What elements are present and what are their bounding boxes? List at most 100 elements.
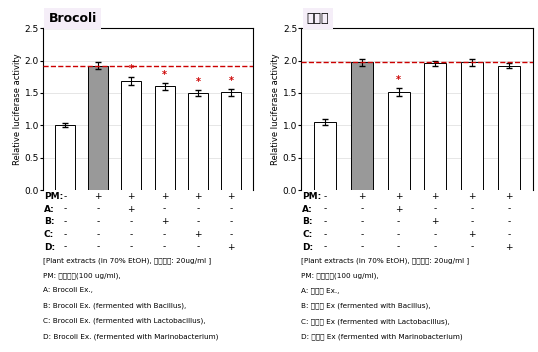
Text: -: - (360, 230, 364, 239)
Text: *: * (195, 77, 201, 87)
Text: +: + (128, 192, 135, 201)
Text: -: - (63, 205, 66, 214)
Text: C: 콜라비 Ex (fermented with Lactobacillus),: C: 콜라비 Ex (fermented with Lactobacillus)… (301, 318, 450, 325)
Text: +: + (194, 192, 202, 201)
Text: Brocoli: Brocoli (48, 12, 97, 25)
Y-axis label: Relative luciferase activity: Relative luciferase activity (13, 53, 22, 165)
Text: 콜라비: 콜라비 (307, 12, 329, 25)
Text: -: - (230, 217, 233, 226)
Text: A: 콜라비 Ex.,: A: 콜라비 Ex., (301, 288, 339, 294)
Bar (88, 66, 108, 190)
Bar (188, 93, 208, 190)
Text: +: + (94, 192, 102, 201)
Text: -: - (323, 217, 327, 226)
Bar (424, 63, 447, 190)
Text: -: - (434, 205, 437, 214)
Text: -: - (397, 217, 400, 226)
Text: C:: C: (44, 230, 54, 239)
Text: -: - (96, 230, 100, 239)
Text: B:: B: (44, 217, 54, 226)
Text: -: - (163, 243, 166, 252)
Text: -: - (323, 243, 327, 252)
Text: -: - (323, 192, 327, 201)
Text: D:: D: (44, 243, 55, 252)
Text: +: + (468, 230, 476, 239)
Text: -: - (63, 243, 66, 252)
Text: +: + (431, 192, 439, 201)
Text: A: Brocoli Ex.,: A: Brocoli Ex., (43, 288, 93, 294)
Bar (221, 92, 241, 190)
Text: PM: 미세먹지(100 ug/ml),: PM: 미세먹지(100 ug/ml), (301, 272, 379, 279)
Text: [Plant extracts (in 70% EtOH), 처리농도: 20ug/ml ]: [Plant extracts (in 70% EtOH), 처리농도: 20u… (43, 257, 211, 264)
Text: -: - (507, 205, 511, 214)
Bar (55, 125, 75, 190)
Text: +: + (431, 217, 439, 226)
Bar (461, 63, 483, 190)
Text: +: + (395, 192, 402, 201)
Text: B:: B: (302, 217, 313, 226)
Text: +: + (358, 192, 366, 201)
Text: -: - (163, 205, 166, 214)
Text: -: - (196, 243, 200, 252)
Text: -: - (130, 243, 133, 252)
Text: C: Brocoli Ex. (fermented with Lactobacillus),: C: Brocoli Ex. (fermented with Lactobaci… (43, 318, 206, 325)
Text: A:: A: (44, 205, 54, 214)
Text: +: + (128, 205, 135, 214)
Bar (314, 122, 336, 190)
Text: +: + (194, 230, 202, 239)
Text: -: - (63, 217, 66, 226)
Text: +: + (161, 217, 168, 226)
Text: -: - (130, 230, 133, 239)
Text: -: - (96, 205, 100, 214)
Text: -: - (196, 205, 200, 214)
Y-axis label: Relative luciferase activity: Relative luciferase activity (271, 53, 280, 165)
Text: +: + (161, 192, 168, 201)
Text: -: - (163, 230, 166, 239)
Text: [Plant extracts (in 70% EtOH), 처리농도: 20ug/ml ]: [Plant extracts (in 70% EtOH), 처리농도: 20u… (301, 257, 469, 264)
Text: -: - (196, 217, 200, 226)
Text: -: - (360, 205, 364, 214)
Text: -: - (63, 192, 66, 201)
Text: -: - (96, 217, 100, 226)
Text: B: Brocoli Ex. (fermented with Bacillus),: B: Brocoli Ex. (fermented with Bacillus)… (43, 303, 186, 309)
Text: -: - (96, 243, 100, 252)
Text: -: - (360, 217, 364, 226)
Text: D: Brocoli Ex. (fermented with Marinobacterium): D: Brocoli Ex. (fermented with Marinobac… (43, 333, 218, 340)
Text: -: - (507, 230, 511, 239)
Text: -: - (434, 243, 437, 252)
Text: +: + (395, 205, 402, 214)
Text: -: - (130, 217, 133, 226)
Text: -: - (230, 205, 233, 214)
Text: -: - (323, 205, 327, 214)
Text: +: + (505, 243, 513, 252)
Text: -: - (397, 230, 400, 239)
Text: D: 콜라비 Ex (fermented with Marinobacterium): D: 콜라비 Ex (fermented with Marinobacteriu… (301, 333, 463, 340)
Text: A:: A: (302, 205, 313, 214)
Text: -: - (470, 205, 473, 214)
Text: -: - (230, 230, 233, 239)
Text: -: - (434, 230, 437, 239)
Bar (154, 87, 175, 190)
Text: *: * (162, 70, 167, 80)
Text: PM:: PM: (302, 192, 321, 201)
Text: -: - (360, 243, 364, 252)
Text: +: + (228, 192, 235, 201)
Bar (351, 63, 373, 190)
Bar (121, 81, 141, 190)
Bar (498, 66, 520, 190)
Text: -: - (507, 217, 511, 226)
Text: B: 콜라비 Ex (fermented with Bacillus),: B: 콜라비 Ex (fermented with Bacillus), (301, 303, 431, 309)
Text: -: - (63, 230, 66, 239)
Text: -: - (470, 243, 473, 252)
Text: +: + (505, 192, 513, 201)
Text: -: - (323, 230, 327, 239)
Text: +: + (228, 243, 235, 252)
Text: *: * (229, 76, 233, 86)
Text: C:: C: (302, 230, 312, 239)
Text: PM:: PM: (44, 192, 63, 201)
Bar (387, 92, 409, 190)
Text: *: * (129, 64, 134, 74)
Text: -: - (397, 243, 400, 252)
Text: PM: 미세먹지(100 ug/ml),: PM: 미세먹지(100 ug/ml), (43, 272, 121, 279)
Text: +: + (468, 192, 476, 201)
